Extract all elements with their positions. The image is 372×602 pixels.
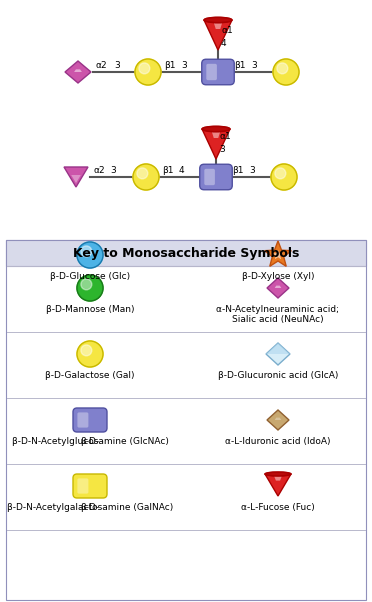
Polygon shape bbox=[266, 343, 290, 354]
Polygon shape bbox=[273, 474, 283, 480]
Text: β-D-Galactose (Gal): β-D-Galactose (Gal) bbox=[45, 371, 135, 380]
Text: β1: β1 bbox=[164, 61, 176, 70]
Ellipse shape bbox=[265, 472, 291, 476]
Text: 3: 3 bbox=[249, 166, 255, 175]
Circle shape bbox=[275, 168, 286, 179]
FancyBboxPatch shape bbox=[73, 408, 107, 432]
Text: β1: β1 bbox=[232, 166, 244, 175]
Circle shape bbox=[277, 63, 288, 74]
Circle shape bbox=[135, 59, 161, 85]
Ellipse shape bbox=[202, 126, 230, 132]
Text: 3: 3 bbox=[181, 61, 187, 70]
Circle shape bbox=[81, 279, 92, 290]
Text: α-L-Fucose (Fuc): α-L-Fucose (Fuc) bbox=[241, 503, 315, 512]
Text: 3: 3 bbox=[110, 166, 116, 175]
Text: α-L-Iduronic acid (IdoA): α-L-Iduronic acid (IdoA) bbox=[225, 437, 331, 446]
Circle shape bbox=[139, 63, 150, 74]
FancyBboxPatch shape bbox=[77, 412, 89, 427]
Polygon shape bbox=[71, 175, 81, 183]
Circle shape bbox=[81, 345, 92, 356]
Polygon shape bbox=[64, 167, 88, 187]
Ellipse shape bbox=[202, 126, 230, 132]
Circle shape bbox=[273, 59, 299, 85]
Text: β-D-Ν-Acetylglucosamine (GlcNAc): β-D-Ν-Acetylglucosamine (GlcNAc) bbox=[12, 437, 169, 446]
Polygon shape bbox=[275, 418, 281, 420]
Text: α1: α1 bbox=[219, 132, 231, 141]
Text: β-D-Ν-Acetylgalactosamine (GalNAc): β-D-Ν-Acetylgalactosamine (GalNAc) bbox=[7, 503, 173, 512]
Text: β-D-Glucose (Glc): β-D-Glucose (Glc) bbox=[50, 272, 130, 281]
Polygon shape bbox=[211, 129, 221, 138]
Text: 3: 3 bbox=[219, 145, 225, 154]
Polygon shape bbox=[265, 474, 291, 496]
Text: α-N-Acetylneuraminic acid;
Sialic acid (NeuNAc): α-N-Acetylneuraminic acid; Sialic acid (… bbox=[217, 305, 340, 324]
FancyBboxPatch shape bbox=[77, 479, 89, 494]
Text: β-D-Ν-Acetylgalactosamine (GalNAc): β-D-Ν-Acetylgalactosamine (GalNAc) bbox=[7, 503, 173, 512]
FancyBboxPatch shape bbox=[200, 164, 232, 190]
Polygon shape bbox=[204, 20, 232, 50]
FancyBboxPatch shape bbox=[73, 474, 107, 498]
Circle shape bbox=[137, 168, 148, 179]
Circle shape bbox=[81, 246, 92, 257]
FancyBboxPatch shape bbox=[6, 240, 366, 266]
FancyBboxPatch shape bbox=[6, 240, 366, 600]
FancyBboxPatch shape bbox=[204, 169, 215, 185]
Polygon shape bbox=[275, 285, 281, 288]
Text: β-D-: β-D- bbox=[80, 437, 100, 446]
Text: 3: 3 bbox=[114, 61, 120, 70]
Text: α2: α2 bbox=[96, 61, 108, 70]
Polygon shape bbox=[65, 61, 91, 83]
Text: β-D-: β-D- bbox=[80, 503, 100, 512]
Text: β1: β1 bbox=[162, 166, 173, 175]
Polygon shape bbox=[267, 278, 289, 298]
Circle shape bbox=[77, 275, 103, 301]
Circle shape bbox=[77, 242, 103, 268]
Text: 4: 4 bbox=[179, 166, 185, 175]
Polygon shape bbox=[273, 250, 283, 259]
Text: β-D-Ν-Acetylglucosamine (GlcNAc): β-D-Ν-Acetylglucosamine (GlcNAc) bbox=[12, 437, 169, 446]
Circle shape bbox=[133, 164, 159, 190]
Text: 3: 3 bbox=[251, 61, 257, 70]
Circle shape bbox=[77, 341, 103, 367]
Circle shape bbox=[271, 164, 297, 190]
Polygon shape bbox=[267, 410, 289, 430]
Ellipse shape bbox=[204, 17, 232, 23]
Text: 4: 4 bbox=[221, 39, 227, 48]
Text: Key to Monosaccharide Symbols: Key to Monosaccharide Symbols bbox=[73, 246, 299, 259]
Polygon shape bbox=[74, 69, 82, 72]
Polygon shape bbox=[265, 241, 291, 266]
Text: β-D-Glucuronic acid (GlcA): β-D-Glucuronic acid (GlcA) bbox=[218, 371, 338, 380]
FancyBboxPatch shape bbox=[202, 59, 234, 85]
Text: β-D-Mannose (Man): β-D-Mannose (Man) bbox=[46, 305, 134, 314]
Text: β1: β1 bbox=[234, 61, 246, 70]
Text: α1: α1 bbox=[221, 26, 233, 35]
Polygon shape bbox=[266, 343, 290, 365]
Ellipse shape bbox=[204, 17, 232, 23]
Polygon shape bbox=[202, 129, 230, 159]
Text: β-D-Xylose (Xyl): β-D-Xylose (Xyl) bbox=[242, 272, 314, 281]
Ellipse shape bbox=[265, 472, 291, 476]
Text: α2: α2 bbox=[93, 166, 105, 175]
Polygon shape bbox=[213, 20, 223, 29]
FancyBboxPatch shape bbox=[206, 64, 217, 80]
